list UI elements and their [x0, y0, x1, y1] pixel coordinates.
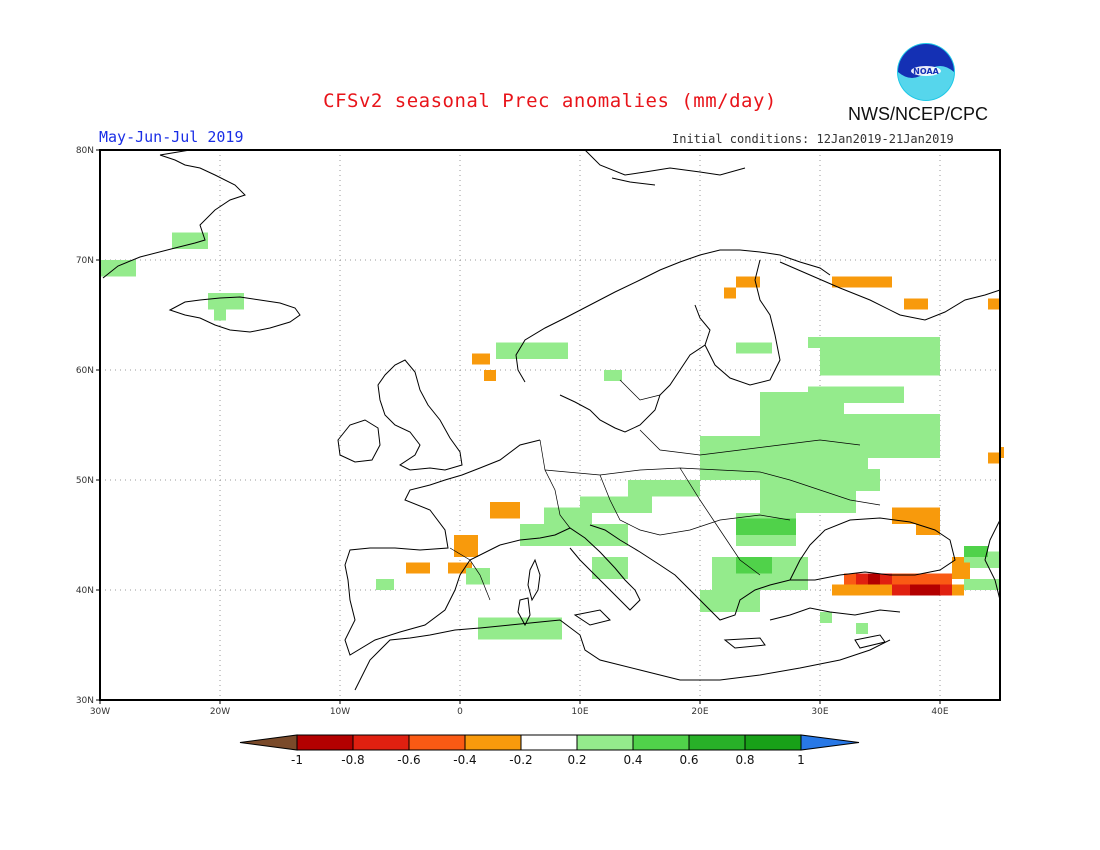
- anomaly-cell: [484, 370, 496, 381]
- lon-label: 30W: [90, 707, 110, 717]
- forecast-period: May-Jun-Jul 2019: [99, 128, 244, 146]
- colorbar-label: 0.6: [679, 753, 698, 767]
- colorbar-high-arrow: [800, 734, 860, 751]
- anomaly-cell: [700, 436, 868, 480]
- anomaly-cell: [580, 496, 652, 513]
- anomaly-cell: [376, 579, 394, 590]
- noaa-logo-text: NOAA: [913, 67, 939, 76]
- anomaly-cell: [406, 562, 430, 574]
- map-border: [99, 149, 1001, 701]
- lon-label: 40E: [931, 707, 948, 717]
- anomaly-cell: [1000, 447, 1004, 458]
- colorbar-label: -1: [291, 753, 303, 767]
- colorbar-box: [408, 734, 466, 751]
- colorbar-label: -0.4: [453, 753, 476, 767]
- anomaly-cell: [604, 370, 622, 381]
- lon-label: 0: [457, 707, 463, 717]
- colorbar-box: [352, 734, 410, 751]
- anomaly-cell: [820, 491, 856, 502]
- colorbar-box: [744, 734, 802, 751]
- colorbar-label: -0.8: [341, 753, 364, 767]
- colorbar-label: -0.2: [509, 753, 532, 767]
- map-frame: [99, 149, 1001, 701]
- anomaly-cell: [736, 518, 796, 535]
- agency-label: NWS/NCEP/CPC: [848, 104, 989, 124]
- anomaly-cell: [736, 276, 760, 288]
- colorbar-boxes: [239, 734, 860, 751]
- lat-label: 30N: [76, 696, 94, 706]
- anomaly-cell: [448, 562, 472, 574]
- lon-label: 20W: [210, 707, 230, 717]
- initial-conditions: Initial conditions: 12Jan2019-21Jan2019: [672, 132, 954, 146]
- anomaly-cell: [820, 612, 832, 623]
- anomaly-cell: [964, 579, 1000, 590]
- colorbar-label: 0.2: [567, 753, 586, 767]
- lon-label: 10E: [571, 707, 588, 717]
- anomaly-cell: [856, 469, 880, 491]
- anomaly-cell: [736, 557, 772, 574]
- colorbar-label: 0.4: [623, 753, 642, 767]
- lon-label: 20E: [691, 707, 708, 717]
- anomaly-cell: [466, 568, 490, 585]
- anomaly-cell: [988, 452, 1000, 464]
- lat-label: 50N: [76, 476, 94, 486]
- lat-label: 40N: [76, 586, 94, 596]
- lon-label: 30E: [811, 707, 828, 717]
- colorbar-label: 0.8: [735, 753, 754, 767]
- anomaly-cell: [490, 502, 520, 519]
- anomaly-cell: [700, 590, 760, 612]
- lon-label: 10W: [330, 707, 350, 717]
- anomaly-cell: [988, 298, 1000, 310]
- anomaly-cell: [100, 260, 136, 277]
- coastline-layer: [102, 149, 1001, 691]
- anomaly-cell: [952, 557, 964, 568]
- anomaly-cell: [472, 353, 490, 365]
- anomaly-cell: [904, 298, 928, 310]
- anomaly-cell: [724, 287, 736, 299]
- colorbar-box: [464, 734, 522, 751]
- anomaly-cell: [478, 617, 562, 640]
- lat-label: 80N: [76, 146, 94, 156]
- anomaly-cell: [496, 342, 568, 359]
- anomaly-cell: [214, 309, 226, 321]
- anomaly-cell: [628, 480, 700, 497]
- anomaly-cell: [910, 584, 940, 596]
- anomaly-cell: [856, 623, 868, 634]
- colorbar-box: [296, 734, 354, 751]
- anomaly-cell: [916, 524, 940, 535]
- anomaly-cell: [172, 232, 208, 249]
- colorbar-box: [632, 734, 690, 751]
- colorbar-low-arrow: [239, 734, 298, 751]
- lat-label: 70N: [76, 256, 94, 266]
- colorbar-labels: -1 -0.8 -0.6 -0.4 -0.2 0.2 0.4 0.6 0.8 1: [291, 753, 805, 767]
- anomaly-cell: [454, 535, 478, 557]
- anomaly-cell: [868, 573, 880, 585]
- anomaly-cell: [808, 386, 904, 403]
- noaa-logo: NOAA: [897, 43, 955, 101]
- anomaly-cell: [808, 337, 844, 348]
- colorbar-label: 1: [797, 753, 805, 767]
- anomaly-cell: [892, 507, 940, 524]
- colorbar-box: [520, 734, 578, 751]
- map-title: CFSv2 seasonal Prec anomalies (mm/day): [323, 90, 777, 112]
- anomaly-cell: [832, 276, 892, 288]
- lat-label: 60N: [76, 366, 94, 376]
- colorbar-box: [576, 734, 634, 751]
- anomaly-cell: [844, 414, 940, 458]
- anomaly-cell: [736, 342, 772, 354]
- colorbar-label: -0.6: [397, 753, 420, 767]
- anomaly-cell: [844, 573, 952, 585]
- colorbar-box: [688, 734, 746, 751]
- anomaly-cell: [964, 546, 988, 557]
